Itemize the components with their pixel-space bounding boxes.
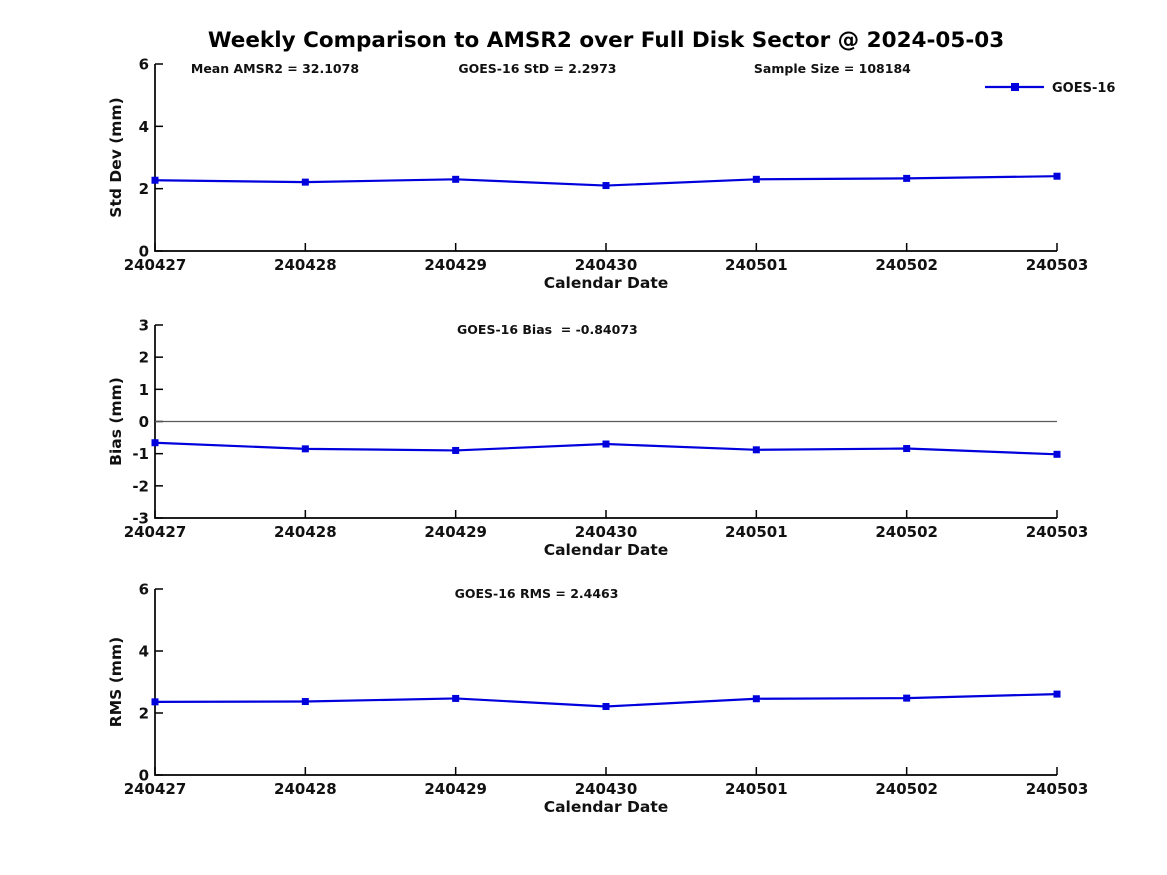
subplot-bias-mm: -3 -2 -1 0 1 2 3 240427 240428 240429 240430 240501… xyxy=(107,317,1088,560)
subplot-annotation: Sample Size = 108184 xyxy=(754,61,911,76)
y-axis-tick-label: 2 xyxy=(139,705,149,723)
y-axis-title: Std Dev (mm) xyxy=(107,97,125,217)
data-point-marker xyxy=(151,698,159,706)
y-axis-tick-label: -3 xyxy=(132,510,149,528)
data-point-marker xyxy=(301,178,309,186)
x-axis-tick-label: 240501 xyxy=(725,523,788,541)
y-axis-tick-label: 6 xyxy=(139,581,149,599)
data-point-marker xyxy=(903,694,911,702)
data-point-marker xyxy=(1053,450,1061,458)
x-axis-tick-label: 240429 xyxy=(424,780,487,798)
x-axis-tick-label: 240427 xyxy=(124,523,187,541)
y-axis-tick-label: -2 xyxy=(132,477,149,495)
x-axis-tick-label: 240502 xyxy=(875,523,938,541)
y-axis-tick-label: 1 xyxy=(139,381,149,399)
y-axis-tick-label: 2 xyxy=(139,180,149,198)
x-axis-tick-label: 240503 xyxy=(1026,523,1089,541)
x-axis-tick-label: 240503 xyxy=(1026,780,1089,798)
data-point-marker xyxy=(301,445,309,453)
data-point-marker xyxy=(151,439,159,447)
y-axis-tick-label: 3 xyxy=(139,317,149,335)
x-axis-title: Calendar Date xyxy=(544,274,669,292)
axes-spines xyxy=(154,589,1057,776)
data-point-marker xyxy=(1053,690,1061,698)
subplot-std-dev-mm: 0 2 4 6 240427 240428 240429 240430 240501 240502… xyxy=(107,56,1115,293)
x-axis-tick-label: 240502 xyxy=(875,256,938,274)
data-point-marker xyxy=(602,702,610,710)
subplot-annotation: GOES-16 Bias = -0.84073 xyxy=(457,322,638,337)
figure-title: Weekly Comparison to AMSR2 over Full Dis… xyxy=(207,28,1005,53)
x-axis-tick-label: 240501 xyxy=(725,780,788,798)
subplot-annotation: GOES-16 RMS = 2.4463 xyxy=(455,586,619,601)
x-axis-tick-label: 240430 xyxy=(575,780,638,798)
legend: GOES-16 xyxy=(985,81,1115,96)
data-point-marker xyxy=(151,176,159,184)
x-axis-tick-label: 240430 xyxy=(575,256,638,274)
y-axis-title: RMS (mm) xyxy=(107,637,125,727)
x-axis-tick-label: 240502 xyxy=(875,780,938,798)
x-axis-tick-label: 240427 xyxy=(124,256,187,274)
data-point-marker xyxy=(903,445,911,453)
y-axis-tick-label: 0 xyxy=(139,767,149,785)
data-point-marker xyxy=(752,695,760,703)
subplot-annotation: Mean AMSR2 = 32.1078 xyxy=(191,61,359,76)
x-axis-tick-label: 240428 xyxy=(274,256,337,274)
data-point-marker xyxy=(452,694,460,702)
x-axis-tick-label: 240430 xyxy=(575,523,638,541)
y-axis-tick-label: 2 xyxy=(139,349,149,367)
x-axis-tick-label: 240503 xyxy=(1026,256,1089,274)
data-point-marker xyxy=(452,446,460,454)
x-axis-tick-label: 240428 xyxy=(274,523,337,541)
y-axis-tick-label: 0 xyxy=(139,243,149,261)
data-point-marker xyxy=(452,175,460,183)
x-axis-tick-label: 240428 xyxy=(274,780,337,798)
data-point-marker xyxy=(602,182,610,190)
axes-spines xyxy=(154,64,1057,252)
subplot-rms-mm: 0 2 4 6 240427 240428 240429 240430 240501 240502… xyxy=(107,581,1088,817)
legend-marker xyxy=(1011,83,1019,91)
data-point-marker xyxy=(903,174,911,182)
y-axis-tick-label: -1 xyxy=(132,445,149,463)
y-axis-tick-label: 6 xyxy=(139,56,149,74)
x-axis-tick-label: 240427 xyxy=(124,780,187,798)
x-axis-title: Calendar Date xyxy=(544,798,669,816)
data-point-marker xyxy=(602,440,610,448)
data-point-marker xyxy=(1053,172,1061,180)
y-axis-tick-label: 0 xyxy=(139,413,149,431)
y-axis-title: Bias (mm) xyxy=(107,377,125,466)
x-axis-tick-label: 240501 xyxy=(725,256,788,274)
data-point-marker xyxy=(752,175,760,183)
x-axis-tick-label: 240429 xyxy=(424,523,487,541)
data-point-marker xyxy=(752,446,760,454)
x-axis-tick-label: 240429 xyxy=(424,256,487,274)
subplot-annotation: GOES-16 StD = 2.2973 xyxy=(458,61,616,76)
legend-label: GOES-16 xyxy=(1052,81,1115,96)
x-axis-title: Calendar Date xyxy=(544,541,669,559)
y-axis-tick-label: 4 xyxy=(139,643,149,661)
data-point-marker xyxy=(301,698,309,706)
y-axis-tick-label: 4 xyxy=(139,118,149,136)
